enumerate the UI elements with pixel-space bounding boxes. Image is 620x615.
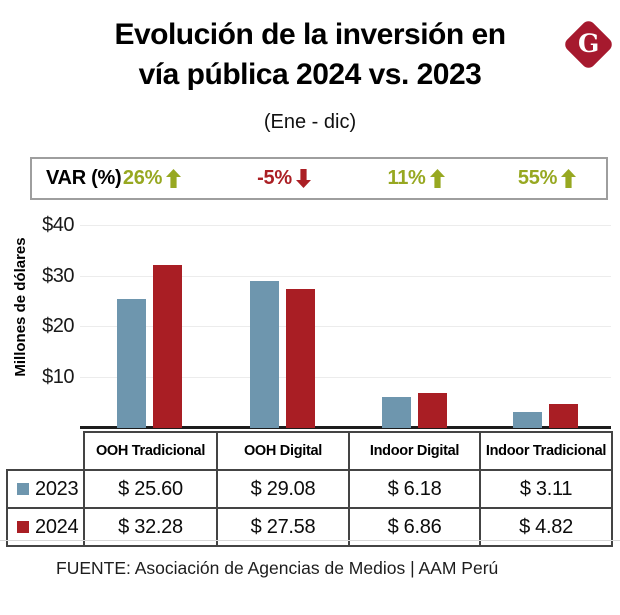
arrow-up-icon (429, 169, 445, 188)
table-header-row: OOH Tradicional OOH Digital Indoor Digit… (7, 431, 613, 471)
y-axis-tick-30: $30 (42, 265, 74, 287)
gridline-10 (80, 377, 611, 378)
value-2023-indoor-tradicional: $ 3.11 (479, 469, 613, 509)
row-label-2023: 2023 (6, 469, 85, 509)
var-percent: 26% (122, 167, 163, 189)
gridline-40 (80, 225, 611, 226)
var-percent: 55% (517, 167, 558, 189)
source-credit: FUENTE: Asociación de Agencias de Medios… (56, 558, 499, 578)
value-2024-indoor-tradicional: $ 4.82 (479, 507, 613, 547)
var-value-ooh-tradicional: 26% (87, 159, 217, 198)
page-title-line2: vía pública 2024 vs. 2023 (138, 58, 482, 91)
var-value-indoor-tradicional: 55% (482, 159, 612, 198)
column-header-ooh-digital: OOH Digital (216, 431, 350, 471)
arrow-up-icon (561, 169, 577, 188)
bar-2023-indoor-digital (381, 397, 411, 428)
year-label: 2023 (35, 477, 79, 500)
y-axis-tick-20: $20 (42, 315, 74, 337)
table-corner-empty (7, 432, 84, 470)
column-header-indoor-tradicional: Indoor Tradicional (479, 431, 613, 471)
footer-divider (0, 540, 620, 541)
gridline-30 (80, 276, 611, 277)
var-percent: -5% (257, 167, 292, 189)
value-2023-ooh-tradicional: $ 25.60 (83, 469, 218, 509)
x-axis-baseline (80, 426, 611, 429)
page-title-line1: Evolución de la inversión en (114, 18, 506, 51)
table-row-2023: 2023 $ 25.60 $ 29.08 $ 6.18 $ 3.11 (6, 469, 613, 509)
legend-swatch-2023 (17, 483, 29, 495)
gridline-20 (80, 326, 611, 327)
arrow-up-icon (166, 169, 182, 188)
column-header-indoor-digital: Indoor Digital (348, 431, 481, 471)
bar-2024-indoor-tradicional (548, 404, 578, 428)
var-value-indoor-digital: 11% (351, 159, 481, 198)
bar-2023-ooh-tradicional (117, 299, 146, 428)
bar-2023-indoor-tradicional (512, 412, 542, 428)
var-value-ooh-digital: -5% (219, 159, 349, 198)
bar-2023-ooh-digital (249, 281, 279, 428)
year-label: 2024 (35, 515, 79, 538)
bar-series-container (117, 265, 578, 428)
bar-2024-indoor-digital (417, 393, 447, 428)
value-2023-indoor-digital: $ 6.18 (348, 469, 481, 509)
variation-label: VAR (%) (46, 167, 122, 189)
var-percent: 11% (387, 167, 426, 189)
column-header-ooh-tradicional: OOH Tradicional (83, 431, 218, 471)
legend-swatch-2024 (17, 521, 29, 533)
period-subtitle: (Ene - dic) (263, 111, 357, 133)
bar-2024-ooh-digital (285, 289, 315, 428)
bar-2024-ooh-tradicional (153, 265, 182, 428)
value-2023-ooh-digital: $ 29.08 (216, 469, 350, 509)
data-table: OOH Tradicional OOH Digital Indoor Digit… (6, 431, 613, 547)
y-axis-tick-40: $40 (42, 214, 74, 236)
variation-box: VAR (%) 26% -5% 11% 55% (30, 157, 608, 200)
arrow-down-icon (295, 169, 311, 188)
y-axis-tick-10: $10 (42, 366, 74, 388)
